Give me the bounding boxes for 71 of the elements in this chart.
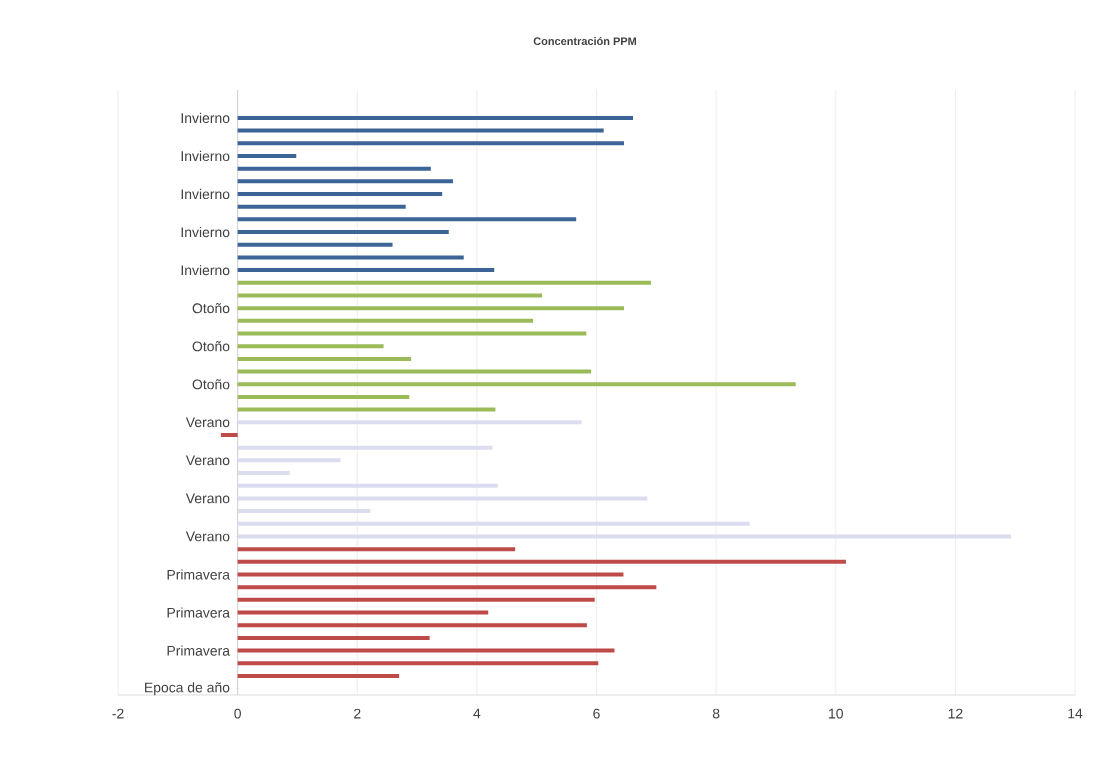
bar bbox=[237, 382, 796, 387]
bar bbox=[237, 547, 516, 552]
bar bbox=[237, 471, 290, 476]
bar bbox=[237, 255, 464, 260]
bar bbox=[237, 217, 577, 222]
bar bbox=[237, 610, 489, 615]
y-tick-label: Verano bbox=[185, 493, 230, 504]
bar bbox=[237, 420, 582, 425]
bar bbox=[237, 318, 534, 323]
bar bbox=[237, 268, 495, 273]
bar bbox=[237, 242, 393, 247]
x-tick-label: 0 bbox=[234, 708, 241, 719]
y-tick-label: Primavera bbox=[167, 569, 230, 580]
bar bbox=[237, 179, 453, 184]
chart-title: Concentración PPM bbox=[533, 36, 637, 46]
bar bbox=[237, 191, 443, 196]
bar bbox=[237, 306, 625, 311]
bar bbox=[237, 635, 430, 640]
y-tick-label: Otoño bbox=[192, 379, 230, 390]
y-tick-label: Invierno bbox=[181, 264, 230, 276]
bar bbox=[237, 394, 410, 399]
bar bbox=[237, 153, 297, 158]
y-tick-label: Otoño bbox=[192, 341, 230, 352]
bar bbox=[237, 128, 604, 133]
y-tick-label: Epoca de año bbox=[145, 682, 230, 696]
x-tick-label: 8 bbox=[712, 708, 720, 719]
bar bbox=[237, 115, 633, 120]
x-tick-label: -2 bbox=[112, 708, 124, 719]
x-tick-label: 2 bbox=[354, 708, 361, 719]
bar bbox=[237, 280, 651, 285]
bar bbox=[237, 509, 371, 514]
bar bbox=[237, 166, 431, 171]
bar bbox=[237, 331, 587, 336]
bar bbox=[237, 673, 400, 678]
x-tick-label: 6 bbox=[593, 708, 600, 719]
y-tick-label: Verano bbox=[185, 455, 230, 466]
x-tick-label: 14 bbox=[1068, 708, 1083, 719]
bar bbox=[237, 623, 587, 628]
y-tick-label: Invierno bbox=[181, 112, 230, 124]
x-tick-label: 4 bbox=[473, 708, 481, 719]
bar bbox=[237, 344, 384, 349]
y-tick-label: Verano bbox=[185, 531, 230, 542]
bar bbox=[237, 407, 496, 412]
bar bbox=[237, 369, 592, 374]
bar bbox=[237, 648, 615, 653]
bar bbox=[237, 483, 498, 488]
y-tick-label: Primavera bbox=[167, 607, 230, 618]
y-tick-label: Invierno bbox=[181, 188, 230, 200]
bar bbox=[237, 445, 493, 450]
y-tick-label: Primavera bbox=[167, 645, 230, 656]
x-tick-label: 10 bbox=[829, 708, 843, 719]
x-tick-label: 12 bbox=[948, 708, 963, 719]
bar bbox=[237, 585, 657, 590]
y-tick-label: Invierno bbox=[181, 150, 230, 162]
bar bbox=[237, 572, 624, 577]
bar bbox=[237, 496, 648, 501]
bar bbox=[237, 293, 543, 298]
bar bbox=[237, 204, 406, 209]
bar bbox=[237, 597, 595, 602]
bar bbox=[237, 230, 449, 235]
bar bbox=[237, 534, 1012, 539]
bar bbox=[237, 559, 846, 564]
y-tick-label: Otoño bbox=[192, 303, 230, 314]
bar bbox=[237, 661, 599, 666]
bar bbox=[237, 521, 750, 526]
y-tick-label: Verano bbox=[185, 417, 230, 428]
y-tick-label: Invierno bbox=[181, 226, 230, 238]
bar bbox=[237, 458, 341, 463]
bar bbox=[220, 432, 238, 437]
bar bbox=[237, 141, 625, 146]
bar bbox=[237, 356, 412, 361]
